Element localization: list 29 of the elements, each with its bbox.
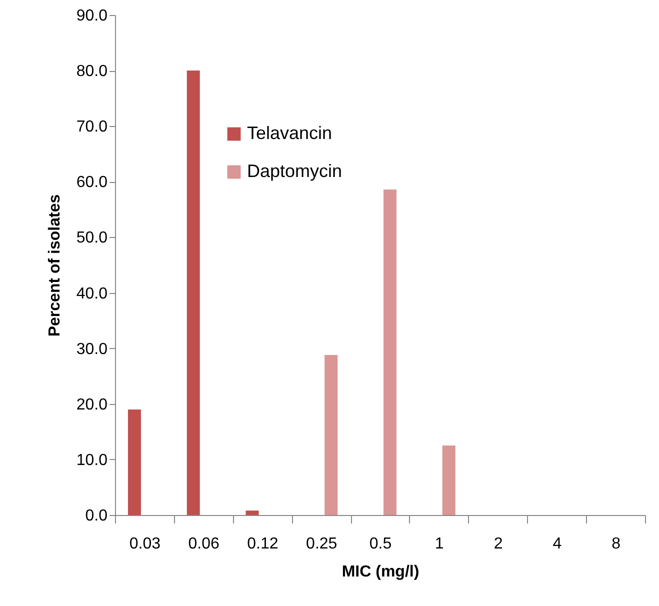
y-tick-label: 60.0 (76, 174, 108, 192)
x-tick-label: 0.12 (247, 536, 278, 552)
x-axis-title: MIC (mg/l) (342, 564, 420, 580)
x-tick-label: 0.06 (188, 536, 220, 552)
bar (383, 189, 396, 515)
bar (324, 355, 338, 515)
y-tick-label: 70.0 (76, 118, 108, 136)
bar (128, 409, 141, 515)
y-tick-label: 10.0 (76, 452, 108, 469)
y-axis-title: Percent of isolates (46, 194, 64, 337)
x-tick-label: 8 (612, 536, 621, 552)
x-tick-label: 1 (434, 536, 444, 552)
bar (186, 70, 200, 515)
y-tick-label: 40.0 (76, 285, 108, 302)
y-tick-label: 30.0 (76, 340, 108, 358)
legend-label: Telavancin (247, 123, 332, 143)
x-tick-label: 2 (494, 536, 503, 552)
y-tick-label: 0.0 (85, 508, 108, 524)
y-tick-label: 20.0 (76, 396, 108, 414)
x-tick-label: 4 (552, 536, 562, 552)
y-tick-label: 50.0 (76, 230, 108, 247)
x-tick-label: 0.25 (306, 536, 338, 552)
bar (442, 446, 456, 515)
x-tick-label: 0.5 (369, 536, 392, 552)
x-tick-label: 0.03 (129, 536, 161, 552)
bar (246, 510, 259, 515)
y-tick-label: 90.0 (76, 8, 108, 24)
legend-label: Daptomycin (247, 161, 342, 181)
y-tick-label: 80.0 (76, 63, 108, 80)
